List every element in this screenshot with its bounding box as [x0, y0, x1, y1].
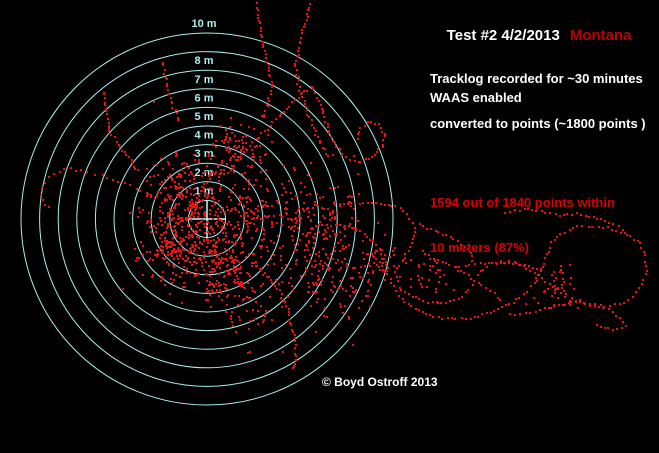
range-ring-8m — [57, 69, 357, 369]
ring-label-7m: 7 m — [195, 74, 214, 86]
test-title-text: Test #2 4/2/2013 — [446, 27, 560, 44]
location-text: Montana — [569, 27, 632, 44]
ring-label-5m: 5 m — [195, 111, 214, 123]
tracklog-description: Tracklog recorded for ~30 minutes conver… — [430, 41, 646, 161]
tracklog-description-line-1: Tracklog recorded for ~30 minutes — [430, 71, 643, 86]
accuracy-stats-line-2: 10 meters (87%) — [430, 240, 529, 255]
tracklog-description-line-2: converted to points (~1800 points ) — [430, 116, 646, 131]
range-ring-4m — [132, 144, 282, 294]
ring-label-10m: 10 m — [191, 18, 216, 30]
range-ring-10m — [20, 32, 394, 406]
waas-status-text: WAAS enabled — [430, 90, 522, 105]
ring-label-6m: 6 m — [195, 92, 214, 104]
ring-label-3m: 3 m — [195, 148, 214, 160]
accuracy-stats-text: 1594 out of 1840 points within 10 meters… — [430, 165, 615, 285]
range-ring-9m — [39, 51, 375, 387]
ring-label-8m: 8 m — [195, 55, 214, 67]
copyright-text: © Boyd Ostroff 2013 — [322, 375, 438, 389]
range-ring-6m — [94, 106, 320, 332]
range-ring-2m — [169, 181, 245, 257]
page-title: Test #2 4/2/2013 Montana — [430, 10, 632, 61]
range-ring-7m — [76, 88, 338, 350]
ring-label-4m: 4 m — [195, 130, 214, 142]
range-rings-group — [20, 32, 394, 406]
accuracy-stats-line-1: 1594 out of 1840 points within — [430, 195, 615, 210]
